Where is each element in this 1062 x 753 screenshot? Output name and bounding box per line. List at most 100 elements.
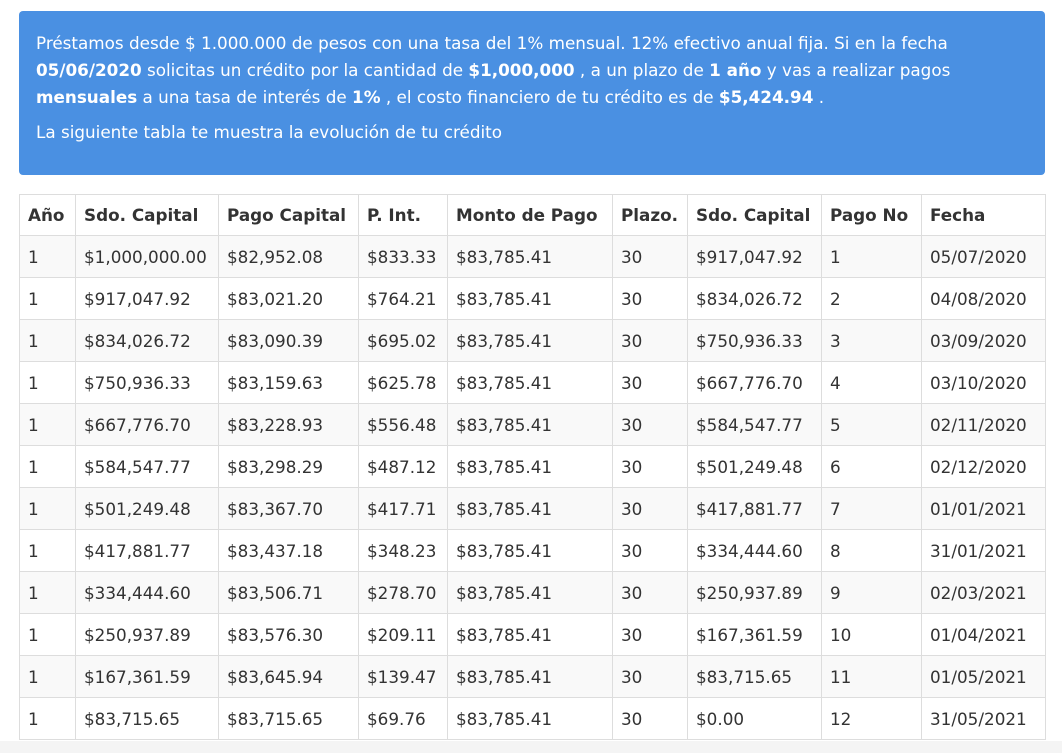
table-row: 1 $917,047.92 $83,021.20 $764.21 $83,785.41 3…: [19, 277, 1046, 320]
cell-col-payment-number: 10: [821, 613, 922, 656]
cell-col-payment-number: 12: [821, 697, 922, 740]
cell-col-year: 1: [19, 529, 76, 572]
loan-amount: $1,000,000: [468, 60, 575, 80]
cell-col-payment-number: 11: [821, 655, 922, 698]
cell-col-capital-payment: $83,298.29: [218, 445, 359, 488]
cell-col-year: 1: [19, 613, 76, 656]
cell-col-interest-payment: $764.21: [358, 277, 448, 320]
cell-col-term: 30: [612, 655, 688, 698]
cell-col-capital-balance: $250,937.89: [75, 613, 219, 656]
cell-col-interest-payment: $625.78: [358, 361, 448, 404]
cell-col-interest-payment: $833.33: [358, 235, 448, 278]
cell-col-year: 1: [19, 445, 76, 488]
table-intro-text: La siguiente tabla te muestra la evoluci…: [36, 122, 503, 142]
header-col-capital-payment: Pago Capital: [218, 194, 359, 236]
cell-col-remaining-balance: $250,937.89: [687, 571, 822, 614]
cell-col-year: 1: [19, 571, 76, 614]
page-bottom-strip: [0, 741, 1062, 753]
cell-col-remaining-balance: $417,881.77: [687, 487, 822, 530]
summary-text-5: a una tasa de interés de: [137, 87, 353, 107]
cell-col-payment-number: 4: [821, 361, 922, 404]
cell-col-year: 1: [19, 319, 76, 362]
cell-col-capital-payment: $83,021.20: [218, 277, 359, 320]
table-row: 1 $250,937.89 $83,576.30 $209.11 $83,785.41 3…: [19, 613, 1046, 656]
cell-col-date: 02/12/2020: [921, 445, 1046, 488]
cell-col-interest-payment: $278.70: [358, 571, 448, 614]
header-col-payment-number: Pago No: [821, 194, 922, 236]
cell-col-capital-payment: $83,159.63: [218, 361, 359, 404]
cell-col-capital-balance: $501,249.48: [75, 487, 219, 530]
cell-col-capital-payment: $82,952.08: [218, 235, 359, 278]
header-col-term: Plazo.: [612, 194, 688, 236]
cell-col-term: 30: [612, 319, 688, 362]
cell-col-term: 30: [612, 613, 688, 656]
cell-col-date: 01/04/2021: [921, 613, 1046, 656]
loan-term: 1 año: [709, 60, 762, 80]
cell-col-interest-payment: $556.48: [358, 403, 448, 446]
cell-col-remaining-balance: $667,776.70: [687, 361, 822, 404]
summary-text-6: , el costo financiero de tu crédito es d…: [380, 87, 719, 107]
cell-col-interest-payment: $209.11: [358, 613, 448, 656]
cell-col-payment-amount: $83,785.41: [447, 655, 613, 698]
cell-col-interest-payment: $69.76: [358, 697, 448, 740]
cell-col-capital-balance: $667,776.70: [75, 403, 219, 446]
cell-col-remaining-balance: $83,715.65: [687, 655, 822, 698]
cell-col-year: 1: [19, 403, 76, 446]
cell-col-interest-payment: $139.47: [358, 655, 448, 698]
header-col-year: Año: [19, 194, 76, 236]
cell-col-capital-balance: $167,361.59: [75, 655, 219, 698]
cell-col-date: 31/05/2021: [921, 697, 1046, 740]
cell-col-interest-payment: $487.12: [358, 445, 448, 488]
cell-col-year: 1: [19, 655, 76, 698]
header-col-date: Fecha: [921, 194, 1046, 236]
summary-text-7: .: [813, 87, 825, 107]
cell-col-payment-amount: $83,785.41: [447, 445, 613, 488]
cell-col-year: 1: [19, 235, 76, 278]
cell-col-capital-balance: $334,444.60: [75, 571, 219, 614]
cell-col-payment-amount: $83,785.41: [447, 529, 613, 572]
loan-summary-panel: Préstamos desde $ 1.000.000 de pesos con…: [19, 11, 1045, 175]
cell-col-payment-number: 8: [821, 529, 922, 572]
cell-col-payment-number: 2: [821, 277, 922, 320]
cell-col-capital-balance: $834,026.72: [75, 319, 219, 362]
cell-col-capital-balance: $750,936.33: [75, 361, 219, 404]
cell-col-payment-number: 7: [821, 487, 922, 530]
table-row: 1 $750,936.33 $83,159.63 $625.78 $83,785.41 3…: [19, 361, 1046, 404]
table-row: 1 $834,026.72 $83,090.39 $695.02 $83,785.41 3…: [19, 319, 1046, 362]
cell-col-remaining-balance: $0.00: [687, 697, 822, 740]
cell-col-payment-amount: $83,785.41: [447, 319, 613, 362]
cell-col-capital-payment: $83,506.71: [218, 571, 359, 614]
interest-rate: 1%: [352, 87, 381, 107]
header-row: Año Sdo. Capital Pago Capital P. Int. Monto …: [19, 194, 1046, 236]
cell-col-term: 30: [612, 529, 688, 572]
cell-col-term: 30: [612, 571, 688, 614]
cell-col-date: 31/01/2021: [921, 529, 1046, 572]
cell-col-date: 01/05/2021: [921, 655, 1046, 698]
table-row: 1 $417,881.77 $83,437.18 $348.23 $83,785.41 3…: [19, 529, 1046, 572]
cell-col-payment-amount: $83,785.41: [447, 235, 613, 278]
cell-col-date: 05/07/2020: [921, 235, 1046, 278]
header-col-remaining-balance: Sdo. Capital: [687, 194, 822, 236]
summary-text-4: y vas a realizar pagos: [761, 60, 951, 80]
cell-col-capital-payment: $83,437.18: [218, 529, 359, 572]
cell-col-capital-balance: $584,547.77: [75, 445, 219, 488]
cell-col-interest-payment: $695.02: [358, 319, 448, 362]
cell-col-capital-balance: $83,715.65: [75, 697, 219, 740]
cell-col-capital-balance: $417,881.77: [75, 529, 219, 572]
cell-col-date: 01/01/2021: [921, 487, 1046, 530]
cell-col-payment-amount: $83,785.41: [447, 613, 613, 656]
header-col-capital-balance: Sdo. Capital: [75, 194, 219, 236]
cell-col-term: 30: [612, 277, 688, 320]
cell-col-interest-payment: $417.71: [358, 487, 448, 530]
cell-col-date: 03/09/2020: [921, 319, 1046, 362]
table-row: 1 $501,249.48 $83,367.70 $417.71 $83,785.41 3…: [19, 487, 1046, 530]
cell-col-term: 30: [612, 445, 688, 488]
cell-col-payment-amount: $83,785.41: [447, 277, 613, 320]
cell-col-date: 04/08/2020: [921, 277, 1046, 320]
cell-col-year: 1: [19, 487, 76, 530]
cell-col-payment-amount: $83,785.41: [447, 361, 613, 404]
summary-text-3: , a un plazo de: [574, 60, 710, 80]
table-row: 1 $584,547.77 $83,298.29 $487.12 $83,785.41 3…: [19, 445, 1046, 488]
cell-col-year: 1: [19, 361, 76, 404]
cell-col-remaining-balance: $834,026.72: [687, 277, 822, 320]
